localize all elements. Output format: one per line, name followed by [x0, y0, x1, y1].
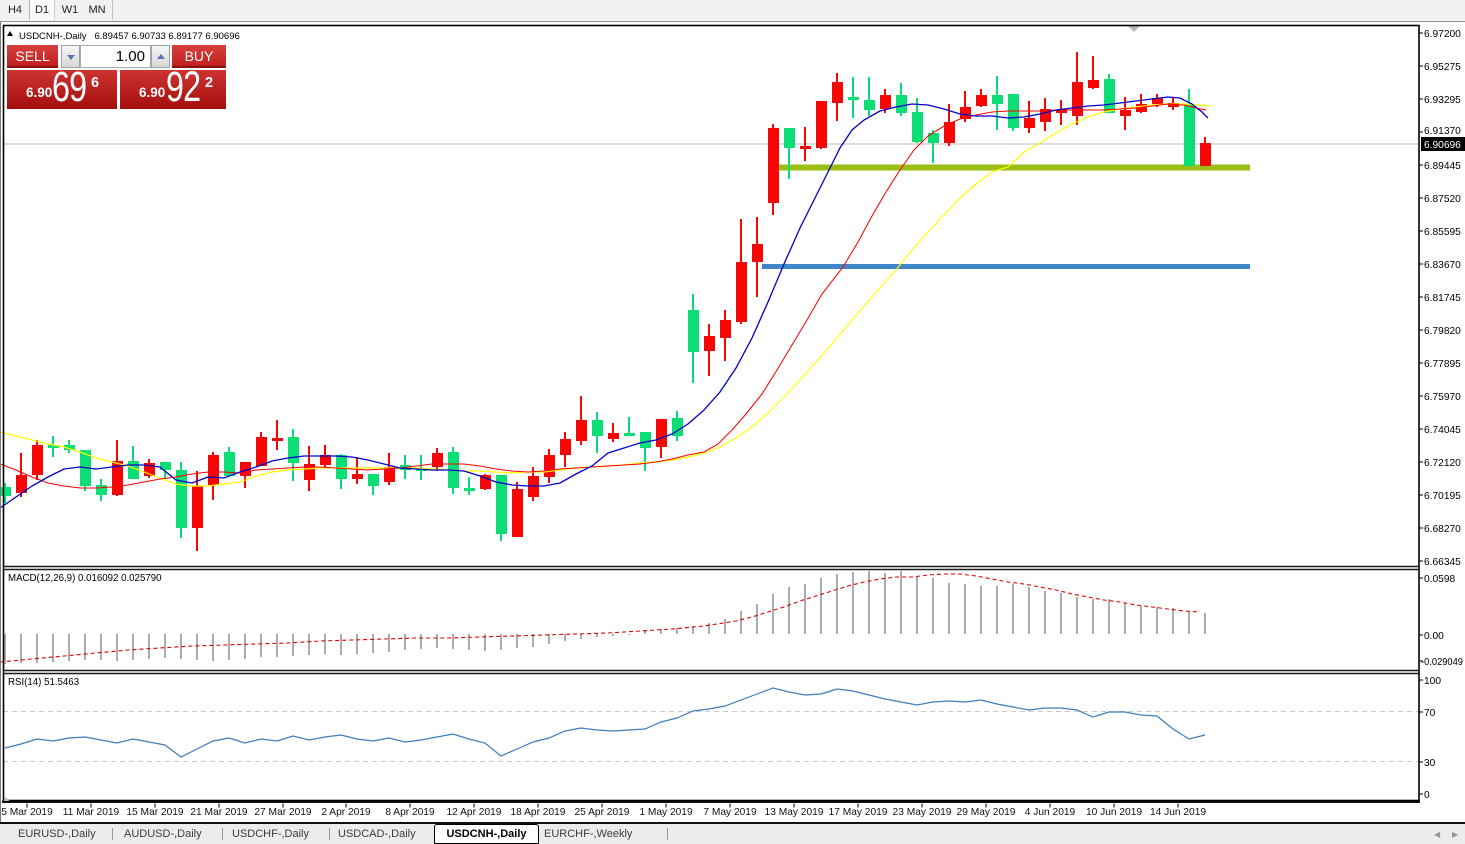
svg-text:8 Apr 2019: 8 Apr 2019: [385, 807, 435, 818]
svg-text:0: 0: [1424, 790, 1430, 801]
svg-text:12 Apr 2019: 12 Apr 2019: [447, 807, 502, 818]
svg-text:6.81745: 6.81745: [1424, 293, 1461, 304]
svg-text:6.68270: 6.68270: [1424, 524, 1461, 535]
svg-text:6.89445: 6.89445: [1424, 161, 1461, 172]
svg-text:MACD(12,26,9) 0.016092 0.02579: MACD(12,26,9) 0.016092 0.025790: [8, 573, 162, 584]
svg-text:6.72120: 6.72120: [1424, 458, 1461, 469]
svg-text:6.74045: 6.74045: [1424, 425, 1461, 436]
svg-text:1 May 2019: 1 May 2019: [639, 807, 693, 818]
svg-text:5 Mar 2019: 5 Mar 2019: [1, 807, 53, 818]
svg-text:6.93295: 6.93295: [1424, 95, 1461, 106]
svg-text:6.75970: 6.75970: [1424, 392, 1461, 403]
svg-text:-0.029049: -0.029049: [1421, 657, 1463, 668]
svg-text:2 Apr 2019: 2 Apr 2019: [321, 807, 371, 818]
svg-text:6.91370: 6.91370: [1424, 126, 1461, 137]
svg-text:100: 100: [1424, 676, 1441, 687]
svg-text:18 Apr 2019: 18 Apr 2019: [511, 807, 566, 818]
svg-text:29 May 2019: 29 May 2019: [957, 807, 1016, 818]
svg-text:10 Jun 2019: 10 Jun 2019: [1086, 807, 1142, 818]
svg-text:6.97200: 6.97200: [1424, 29, 1461, 40]
svg-text:27 Mar 2019: 27 Mar 2019: [254, 807, 312, 818]
svg-text:6.85595: 6.85595: [1424, 227, 1461, 238]
svg-text:15 Mar 2019: 15 Mar 2019: [126, 807, 184, 818]
svg-text:11 Mar 2019: 11 Mar 2019: [63, 807, 120, 818]
svg-text:6.79820: 6.79820: [1424, 326, 1461, 337]
svg-text:13 May 2019: 13 May 2019: [765, 807, 824, 818]
svg-text:6.95275: 6.95275: [1424, 62, 1461, 73]
svg-text:70: 70: [1424, 708, 1436, 719]
svg-text:6.83670: 6.83670: [1424, 260, 1461, 271]
svg-text:17 May 2019: 17 May 2019: [829, 807, 888, 818]
svg-text:RSI(14) 51.5463: RSI(14) 51.5463: [8, 677, 79, 688]
svg-text:6.77895: 6.77895: [1424, 359, 1461, 370]
svg-text:0.00: 0.00: [1424, 631, 1444, 642]
svg-text:0.0598: 0.0598: [1424, 574, 1455, 585]
svg-text:6.70195: 6.70195: [1424, 491, 1461, 502]
svg-text:14 Jun 2019: 14 Jun 2019: [1150, 807, 1206, 818]
svg-text:23 May 2019: 23 May 2019: [893, 807, 952, 818]
svg-text:4 Jun 2019: 4 Jun 2019: [1025, 807, 1076, 818]
svg-text:21 Mar 2019: 21 Mar 2019: [190, 807, 248, 818]
svg-text:6.87520: 6.87520: [1424, 194, 1461, 205]
svg-text:25 Apr 2019: 25 Apr 2019: [575, 807, 630, 818]
svg-text:6.90696: 6.90696: [1424, 140, 1461, 151]
svg-text:30: 30: [1424, 758, 1436, 769]
svg-text:6.66345: 6.66345: [1424, 557, 1461, 568]
svg-text:7 May 2019: 7 May 2019: [703, 807, 757, 818]
